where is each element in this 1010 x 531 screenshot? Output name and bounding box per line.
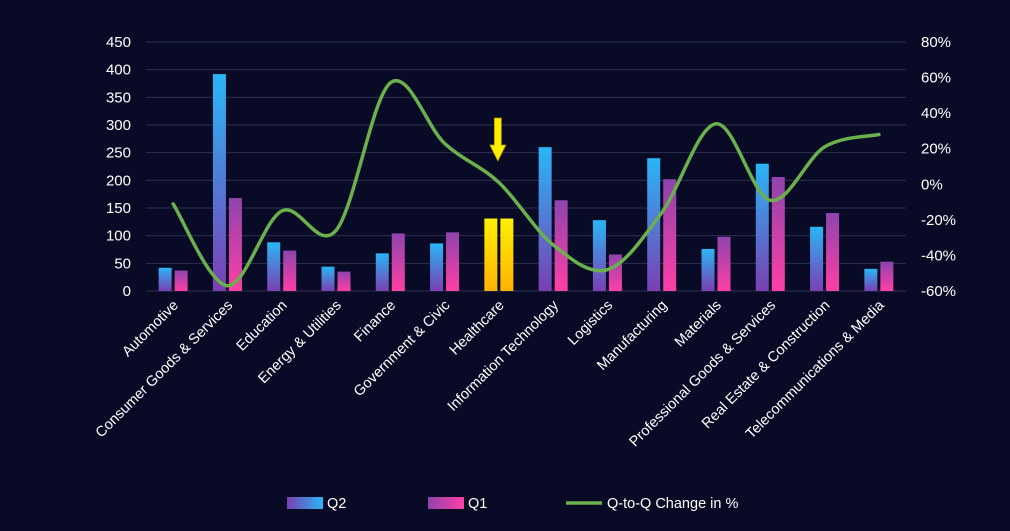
category-label: Education	[234, 298, 291, 355]
legend-label-q1: Q1	[468, 496, 487, 512]
right-axis-tick-label: 20%	[921, 141, 951, 158]
bar-q2-consumer-goods-services	[212, 74, 226, 292]
legend-swatch-q1	[428, 497, 464, 509]
bar-q1-consumer-goods-services	[228, 198, 242, 291]
left-axis-tick-label: 300	[106, 117, 131, 134]
left-axis-tick-label: 50	[114, 255, 131, 272]
bar-q2-education	[267, 242, 281, 291]
category-label: Government & Civic	[351, 298, 453, 400]
category-label: Logistics	[565, 298, 616, 349]
series-line-q-to-q-change	[171, 78, 881, 288]
category-label: Materials	[672, 298, 725, 351]
bar-q2-professional-goods-services	[755, 163, 769, 291]
bar-q1-real-estate-construction	[826, 212, 840, 291]
left-axis-tick-label: 350	[106, 89, 131, 106]
bar-q2-government-civic	[430, 243, 444, 291]
right-axis-tick-label: 60%	[921, 70, 951, 87]
right-axis-tick-label: 80%	[921, 34, 951, 51]
bar-q1-materials	[717, 236, 731, 291]
bar-q2-materials	[701, 248, 715, 291]
left-axis-tick-label: 200	[106, 172, 131, 189]
left-axis-tick-label: 400	[106, 62, 131, 79]
bar-q2-automotive	[158, 267, 172, 291]
bar-q1-automotive	[174, 270, 188, 291]
bar-q1-finance	[391, 233, 405, 291]
legend-swatch-q2	[287, 497, 323, 509]
right-axis-tick-label: 0%	[921, 176, 943, 193]
bar-q1-government-civic	[446, 232, 460, 291]
left-axis-tick-label: 250	[106, 145, 131, 162]
bar-q2-logistics	[592, 220, 606, 291]
bar-q2-real-estate-construction	[810, 226, 824, 291]
bar-q2-information-technology	[538, 147, 552, 291]
right-axis-tick-label: 40%	[921, 105, 951, 122]
bar-q1-information-technology	[554, 200, 568, 291]
left-axis-tick-label: 450	[106, 34, 131, 51]
bar-q1-professional-goods-services	[771, 177, 785, 291]
category-label: Finance	[351, 298, 399, 346]
bar-q2-healthcare	[484, 218, 498, 291]
category-label: Information Technology	[445, 297, 563, 415]
right-axis-tick-label: -60%	[921, 283, 956, 300]
bar-q2-energy-utilities	[321, 266, 335, 291]
bar-q1-healthcare	[500, 218, 514, 291]
bar-q1-telecommunications-media	[880, 261, 894, 291]
legend-label-line: Q-to-Q Change in %	[607, 496, 738, 512]
bar-q2-telecommunications-media	[864, 268, 878, 291]
highlight-arrow-icon	[489, 117, 507, 162]
bar-q2-finance	[375, 253, 389, 291]
bar-q1-education	[283, 250, 297, 291]
bar-q1-energy-utilities	[337, 271, 351, 291]
bar-q1-logistics	[608, 254, 622, 291]
left-axis-tick-label: 0	[123, 283, 131, 300]
right-axis-tick-label: -20%	[921, 212, 956, 229]
left-axis-tick-label: 150	[106, 200, 131, 217]
left-axis-tick-label: 100	[106, 228, 131, 245]
legend-label-q2: Q2	[327, 496, 346, 512]
right-axis-tick-label: -40%	[921, 247, 956, 264]
